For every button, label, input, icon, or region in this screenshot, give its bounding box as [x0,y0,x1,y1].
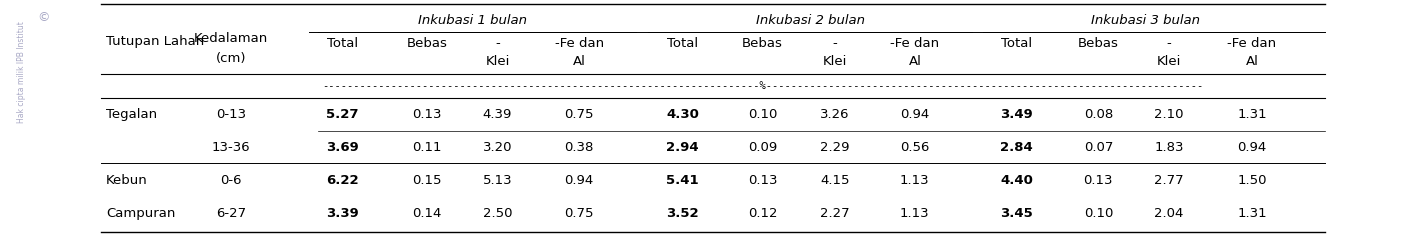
Text: 0.12: 0.12 [748,207,777,220]
Text: 1.13: 1.13 [900,174,929,187]
Text: 0.14: 0.14 [413,207,442,220]
Text: 0.15: 0.15 [413,174,442,187]
Text: Kedalaman: Kedalaman [194,32,268,45]
Text: 13-36: 13-36 [211,141,251,154]
Text: Bebas: Bebas [407,37,448,50]
Text: Klei: Klei [486,55,510,68]
Text: 3.52: 3.52 [666,207,698,220]
Text: ©: © [37,11,49,24]
Text: ----------------------------------------------------------------------%---------: ----------------------------------------… [322,82,1204,91]
Text: -: - [832,37,836,50]
Text: 3.69: 3.69 [327,141,359,154]
Text: Inkubasi 2 bulan: Inkubasi 2 bulan [756,14,865,27]
Text: (cm): (cm) [215,52,246,65]
Text: -: - [496,37,500,50]
Text: Bebas: Bebas [1079,37,1119,50]
Text: -Fe dan: -Fe dan [555,37,604,50]
Text: 2.50: 2.50 [483,207,513,220]
Text: 5.41: 5.41 [666,174,698,187]
Text: 0.94: 0.94 [1238,141,1267,154]
Text: 1.13: 1.13 [900,207,929,220]
Text: Total: Total [327,37,358,50]
Text: Klei: Klei [1157,55,1181,68]
Text: Tutupan Lahan: Tutupan Lahan [106,35,204,48]
Text: 2.10: 2.10 [1155,108,1184,121]
Text: Klei: Klei [822,55,846,68]
Text: 0.94: 0.94 [900,108,929,121]
Text: -Fe dan: -Fe dan [1228,37,1277,50]
Text: 2.27: 2.27 [819,207,849,220]
Text: 2.94: 2.94 [666,141,698,154]
Text: 0.08: 0.08 [1084,108,1112,121]
Text: 1.50: 1.50 [1238,174,1267,187]
Text: Hak cipta milik IPB Institut: Hak cipta milik IPB Institut [17,21,27,123]
Text: 0.38: 0.38 [565,141,594,154]
Text: 0.09: 0.09 [748,141,777,154]
Text: Total: Total [1001,37,1032,50]
Text: 3.49: 3.49 [1001,108,1033,121]
Text: 2.77: 2.77 [1155,174,1184,187]
Text: 0.56: 0.56 [900,141,929,154]
Text: Inkubasi 1 bulan: Inkubasi 1 bulan [418,14,527,27]
Text: 5.27: 5.27 [327,108,359,121]
Text: 0.13: 0.13 [748,174,777,187]
Text: 1.31: 1.31 [1238,207,1267,220]
Text: 4.30: 4.30 [666,108,698,121]
Text: 0.07: 0.07 [1084,141,1114,154]
Text: 0.10: 0.10 [748,108,777,121]
Text: Tegalan: Tegalan [106,108,158,121]
Text: Bebas: Bebas [742,37,783,50]
Text: 3.45: 3.45 [1001,207,1033,220]
Text: Inkubasi 3 bulan: Inkubasi 3 bulan [1091,14,1201,27]
Text: Total: Total [667,37,698,50]
Text: 0.75: 0.75 [565,108,594,121]
Text: 5.13: 5.13 [483,174,513,187]
Text: Al: Al [908,55,921,68]
Text: -Fe dan: -Fe dan [890,37,939,50]
Text: 0-6: 0-6 [220,174,242,187]
Text: 0-13: 0-13 [215,108,246,121]
Text: 0.13: 0.13 [413,108,442,121]
Text: 1.31: 1.31 [1238,108,1267,121]
Text: 3.20: 3.20 [483,141,513,154]
Text: 0.94: 0.94 [565,174,594,187]
Text: Al: Al [573,55,586,68]
Text: -: - [1167,37,1171,50]
Text: Kebun: Kebun [106,174,148,187]
Text: Al: Al [1246,55,1259,68]
Text: 4.39: 4.39 [483,108,513,121]
Text: 4.15: 4.15 [819,174,849,187]
Text: 2.29: 2.29 [819,141,849,154]
Text: 3.39: 3.39 [327,207,359,220]
Text: 2.04: 2.04 [1155,207,1184,220]
Text: 4.40: 4.40 [1000,174,1033,187]
Text: 6-27: 6-27 [215,207,246,220]
Text: 0.11: 0.11 [413,141,442,154]
Text: 3.26: 3.26 [819,108,849,121]
Text: 1.83: 1.83 [1155,141,1184,154]
Text: 0.75: 0.75 [565,207,594,220]
Text: Campuran: Campuran [106,207,176,220]
Text: 6.22: 6.22 [327,174,359,187]
Text: 2.84: 2.84 [1001,141,1033,154]
Text: 0.13: 0.13 [1084,174,1114,187]
Text: 0.10: 0.10 [1084,207,1114,220]
